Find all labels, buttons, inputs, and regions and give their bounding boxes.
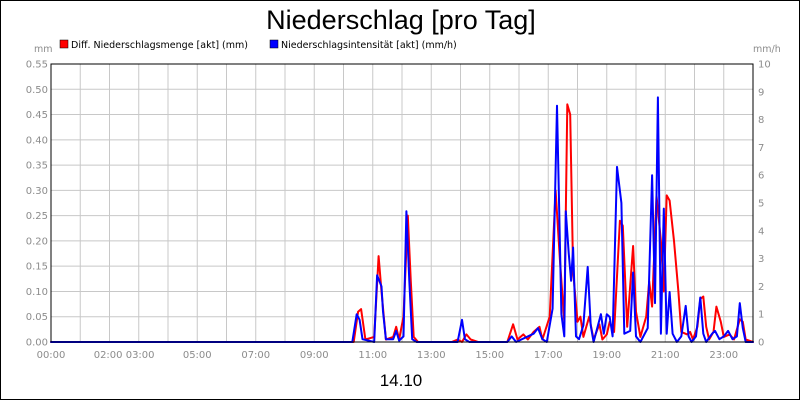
y-left-tick-label: 0.55	[26, 60, 48, 71]
y-left-tick-label: 0.30	[26, 186, 48, 197]
x-tick-label: 05:00	[183, 350, 212, 361]
legend-label-diff-niederschlagsmenge: Diff. Niederschlagsmenge [akt] (mm)	[71, 40, 248, 51]
x-tick-label: 21:00	[651, 350, 680, 361]
axis-tick-labels: 0.00 0.05 0.10 0.15 0.20 0.25 0.30 0.35 0.40 0.45…	[26, 60, 771, 362]
y-right-tick-label: 3	[758, 254, 764, 265]
x-tick-label: 00:00	[37, 350, 66, 361]
series	[50, 96, 754, 343]
y-right-tick-label: 8	[758, 115, 764, 126]
x-tick-label: 09:00	[300, 350, 329, 361]
y-left-tick-label: 0.15	[26, 262, 48, 273]
y-right-tick-label: 4	[758, 226, 764, 237]
y-right-tick-label: 5	[758, 199, 764, 210]
y-left-tick-label: 0.50	[26, 85, 48, 96]
legend-swatch-diff-niederschlagsmenge	[59, 39, 69, 49]
series-line-niederschlagsintensitaet	[50, 96, 754, 343]
y-right-tick-label: 1	[758, 310, 764, 321]
y-right-tick-label: 7	[758, 143, 764, 154]
y-left-tick-label: 0.10	[26, 287, 48, 298]
y-right-tick-label: 10	[758, 60, 771, 71]
x-tick-label: 19:00	[592, 350, 621, 361]
grid	[51, 64, 753, 342]
legend-label-niederschlagsintensitaet: Niederschlagsintensität [akt] (mm/h)	[281, 40, 457, 51]
x-tick-label: 15:00	[475, 350, 504, 361]
y-right-tick-label: 9	[758, 87, 764, 98]
y-left-tick-label: 0.45	[26, 110, 48, 121]
y-right-tick-label: 2	[758, 282, 764, 293]
plot-area-border	[50, 63, 754, 343]
right-axis-unit: mm/h	[753, 44, 781, 55]
left-axis-unit: mm	[34, 44, 53, 55]
y-right-tick-label: 0	[758, 338, 764, 349]
legend: Diff. Niederschlagsmenge [akt] (mm) Nied…	[59, 39, 457, 51]
x-tick-label: 02:00 03:00	[94, 350, 155, 361]
x-tick-label: 23:00	[709, 350, 738, 361]
y-right-tick-label: 6	[758, 171, 764, 182]
y-left-tick-label: 0.25	[26, 211, 48, 222]
y-left-tick-label: 0.00	[26, 338, 48, 349]
x-tick-label: 07:00	[241, 350, 270, 361]
y-left-tick-label: 0.35	[26, 161, 48, 172]
y-left-tick-label: 0.20	[26, 236, 48, 247]
chart-title: Niederschlag [pro Tag]	[266, 5, 536, 35]
x-tick-label: 11:00	[358, 350, 387, 361]
y-left-tick-label: 0.40	[26, 135, 48, 146]
y-left-tick-label: 0.05	[26, 312, 48, 323]
x-axis-date-label: 14.10	[380, 371, 423, 390]
x-tick-label: 13:00	[417, 350, 446, 361]
legend-swatch-niederschlagsintensitaet	[269, 39, 279, 49]
x-tick-label: 17:00	[534, 350, 563, 361]
